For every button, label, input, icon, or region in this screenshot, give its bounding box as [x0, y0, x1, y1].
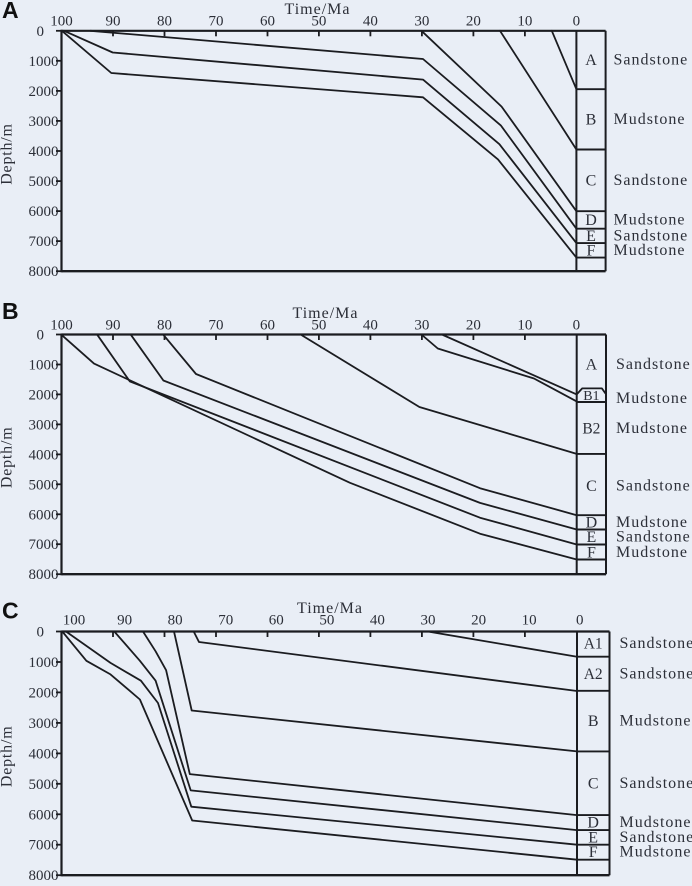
- svg-text:B: B: [586, 111, 597, 128]
- svg-text:B1: B1: [583, 389, 599, 404]
- svg-text:C: C: [2, 598, 19, 624]
- svg-text:10: 10: [522, 613, 537, 629]
- svg-text:2000: 2000: [29, 84, 59, 100]
- svg-text:Mudstone: Mudstone: [620, 713, 692, 730]
- svg-text:80: 80: [157, 318, 172, 334]
- svg-text:Mudstone: Mudstone: [616, 420, 688, 437]
- svg-text:0: 0: [573, 14, 581, 30]
- svg-text:3000: 3000: [29, 114, 59, 130]
- svg-text:60: 60: [269, 613, 284, 629]
- svg-text:70: 70: [209, 318, 224, 334]
- svg-text:40: 40: [363, 318, 378, 334]
- svg-text:30: 30: [414, 318, 429, 334]
- svg-text:F: F: [587, 544, 596, 561]
- svg-text:B: B: [2, 298, 19, 324]
- svg-text:1000: 1000: [29, 655, 59, 671]
- svg-text:7000: 7000: [29, 838, 59, 854]
- svg-text:100: 100: [63, 613, 86, 629]
- svg-text:40: 40: [370, 613, 385, 629]
- svg-text:80: 80: [157, 14, 172, 30]
- svg-text:Time/Ma: Time/Ma: [293, 305, 359, 322]
- svg-text:Sandstone: Sandstone: [614, 172, 689, 189]
- svg-text:20: 20: [466, 318, 481, 334]
- svg-text:30: 30: [421, 613, 436, 629]
- svg-text:90: 90: [117, 613, 132, 629]
- svg-text:F: F: [589, 844, 598, 861]
- svg-text:Sandstone: Sandstone: [616, 356, 691, 373]
- svg-text:3000: 3000: [29, 417, 59, 433]
- svg-text:1000: 1000: [29, 54, 59, 70]
- svg-text:Time/Ma: Time/Ma: [297, 600, 363, 617]
- svg-text:4000: 4000: [29, 144, 59, 160]
- svg-text:10: 10: [517, 14, 532, 30]
- svg-text:0: 0: [37, 625, 45, 641]
- svg-text:0: 0: [576, 613, 584, 629]
- svg-text:0: 0: [37, 328, 45, 344]
- svg-text:4000: 4000: [29, 746, 59, 762]
- svg-text:C: C: [586, 172, 597, 189]
- svg-text:100: 100: [50, 318, 73, 334]
- svg-text:7000: 7000: [29, 234, 59, 250]
- svg-text:100: 100: [50, 14, 73, 30]
- svg-text:F: F: [587, 242, 596, 259]
- svg-text:C: C: [586, 478, 597, 495]
- svg-text:Sandstone: Sandstone: [620, 775, 692, 792]
- svg-text:Sandstone: Sandstone: [616, 478, 691, 495]
- svg-text:40: 40: [363, 14, 378, 30]
- svg-text:Depth/m: Depth/m: [0, 726, 16, 788]
- svg-text:70: 70: [209, 14, 224, 30]
- svg-text:A: A: [2, 0, 19, 23]
- svg-text:20: 20: [471, 613, 486, 629]
- svg-text:3000: 3000: [29, 716, 59, 732]
- svg-text:7000: 7000: [29, 537, 59, 553]
- svg-text:5000: 5000: [29, 777, 59, 793]
- svg-text:6000: 6000: [29, 204, 59, 220]
- svg-text:Sandstone: Sandstone: [620, 665, 692, 682]
- svg-text:A1: A1: [584, 636, 603, 653]
- svg-text:A: A: [586, 357, 598, 374]
- svg-text:0: 0: [573, 318, 581, 334]
- svg-text:6000: 6000: [29, 507, 59, 523]
- svg-text:Time/Ma: Time/Ma: [285, 1, 351, 18]
- svg-text:0: 0: [37, 24, 45, 40]
- svg-text:90: 90: [106, 14, 121, 30]
- svg-text:A2: A2: [584, 666, 603, 683]
- svg-text:30: 30: [414, 14, 429, 30]
- svg-text:5000: 5000: [29, 174, 59, 190]
- svg-text:C: C: [588, 775, 599, 792]
- svg-text:2000: 2000: [29, 685, 59, 701]
- svg-text:90: 90: [106, 318, 121, 334]
- svg-text:Depth/m: Depth/m: [0, 427, 16, 489]
- svg-text:A: A: [585, 52, 597, 69]
- svg-text:60: 60: [260, 14, 275, 30]
- svg-text:5000: 5000: [29, 477, 59, 493]
- svg-text:Mudstone: Mudstone: [614, 211, 686, 228]
- svg-text:Mudstone: Mudstone: [620, 844, 692, 861]
- svg-text:D: D: [585, 212, 597, 229]
- svg-text:60: 60: [260, 318, 275, 334]
- svg-text:Mudstone: Mudstone: [616, 390, 688, 407]
- svg-text:Sandstone: Sandstone: [620, 635, 692, 652]
- svg-text:Depth/m: Depth/m: [0, 123, 16, 185]
- svg-text:10: 10: [517, 318, 532, 334]
- svg-text:70: 70: [218, 613, 233, 629]
- svg-text:Mudstone: Mudstone: [614, 242, 686, 259]
- svg-text:B2: B2: [582, 420, 600, 437]
- svg-text:1000: 1000: [29, 358, 59, 374]
- svg-text:Sandstone: Sandstone: [614, 52, 689, 69]
- svg-text:80: 80: [168, 613, 183, 629]
- svg-text:Mudstone: Mudstone: [614, 111, 686, 128]
- svg-text:8000: 8000: [29, 567, 59, 583]
- svg-text:8000: 8000: [29, 868, 59, 881]
- svg-text:B: B: [588, 713, 599, 730]
- svg-text:Mudstone: Mudstone: [616, 544, 688, 561]
- svg-text:6000: 6000: [29, 807, 59, 823]
- svg-text:8000: 8000: [29, 264, 59, 280]
- svg-text:4000: 4000: [29, 447, 59, 463]
- svg-text:2000: 2000: [29, 387, 59, 403]
- svg-text:20: 20: [466, 14, 481, 30]
